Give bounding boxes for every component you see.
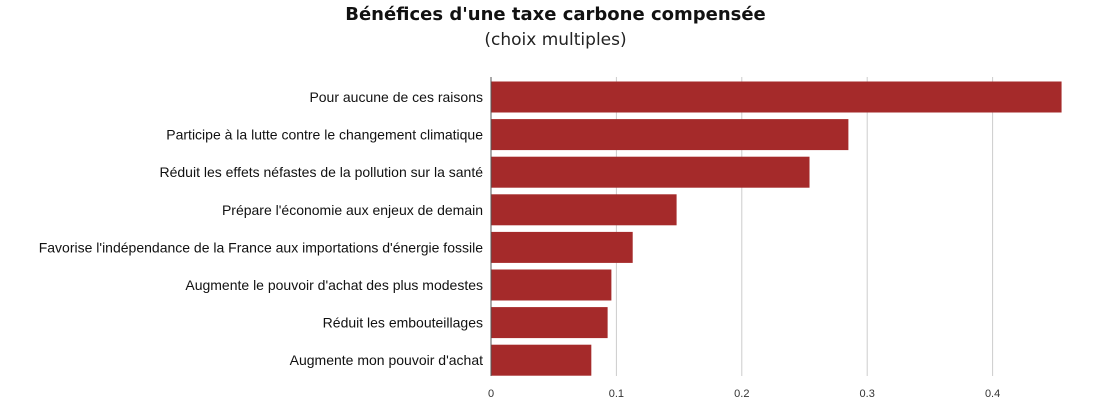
bar <box>491 231 633 263</box>
category-label: Participe à la lutte contre le changemen… <box>166 127 483 143</box>
category-label: Réduit les effets néfastes de la polluti… <box>160 164 484 180</box>
category-label: Réduit les embouteillages <box>323 315 483 331</box>
bar <box>491 269 612 301</box>
chart-subtitle: (choix multiples) <box>484 30 627 50</box>
bar <box>491 119 849 151</box>
bar <box>491 156 810 188</box>
x-tick-label: 0.4 <box>985 388 1000 400</box>
x-tick-label: 0.2 <box>734 388 749 400</box>
bar <box>491 344 592 376</box>
bar <box>491 307 608 339</box>
category-label: Augmente mon pouvoir d'achat <box>290 352 483 368</box>
x-tick-label: 0 <box>488 388 494 400</box>
category-label: Augmente le pouvoir d'achat des plus mod… <box>185 277 483 293</box>
category-label: Favorise l'indépendance de la France aux… <box>39 239 483 255</box>
x-tick-label: 0.3 <box>860 388 875 400</box>
x-axis-ticks: 0 0.1 0.2 0.3 0.4 <box>488 388 1000 400</box>
category-labels: Pour aucune de ces raisons Participe à la… <box>39 89 483 368</box>
chart-title: Bénéfices d'une taxe carbone compensée <box>345 4 766 25</box>
bar <box>491 81 1062 113</box>
category-label: Prépare l'économie aux enjeux de demain <box>222 202 483 218</box>
bar <box>491 194 677 226</box>
category-label: Pour aucune de ces raisons <box>309 89 483 105</box>
x-tick-label: 0.1 <box>609 388 624 400</box>
bar-layer <box>491 81 1062 376</box>
